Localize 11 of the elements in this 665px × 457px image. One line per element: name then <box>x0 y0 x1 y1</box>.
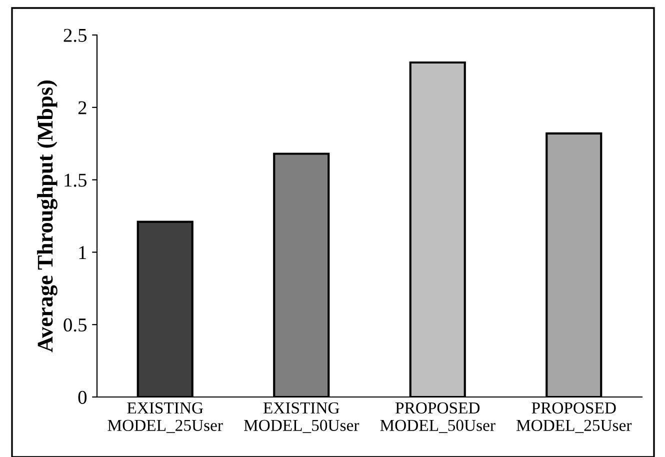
y-tick-label: 1 <box>79 246 86 259</box>
x-tick-label: PROPOSED MODEL_25User <box>516 402 632 433</box>
y-tick-label: 0 <box>78 390 87 404</box>
x-tick-label: EXISTING MODEL_50User <box>244 402 360 433</box>
x-tick-label: PROPOSED MODEL_50User <box>380 402 496 433</box>
x-tick-label: EXISTING MODEL_25User <box>108 402 223 433</box>
y-tick-label: 2 <box>78 101 86 114</box>
y-tick-label: 1.5 <box>64 174 87 187</box>
y-tick-label: 0.5 <box>64 318 87 332</box>
y-tick-label: 2.5 <box>64 28 87 42</box>
y-axis-title: Average Throughput (Mbps) <box>37 80 58 352</box>
